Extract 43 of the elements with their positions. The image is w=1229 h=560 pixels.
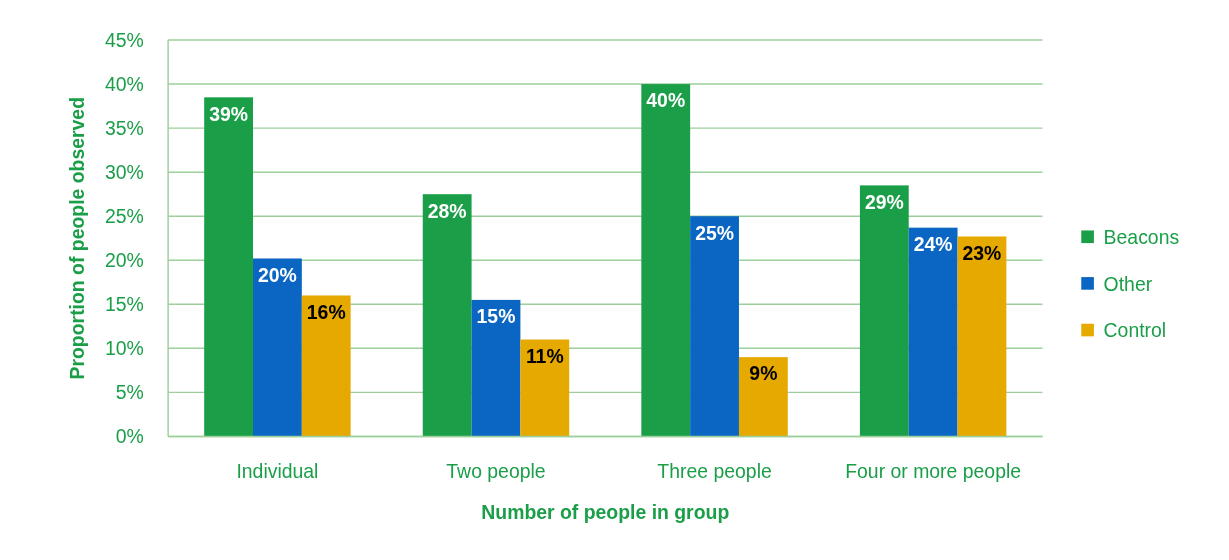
bar	[957, 236, 1007, 437]
y-tick-label: 20%	[105, 249, 144, 272]
bar	[301, 295, 351, 437]
data-label: 24%	[913, 232, 953, 255]
data-label: 28%	[427, 199, 467, 222]
y-tick-label: 45%	[105, 28, 144, 51]
bar	[471, 299, 521, 437]
legend-label: Beacons	[1103, 226, 1180, 249]
x-tick-label: Four or more people	[845, 460, 1022, 483]
y-tick-label: 5%	[115, 381, 144, 404]
y-tick-label: 15%	[105, 293, 144, 316]
bar	[641, 84, 691, 437]
y-tick-label: 0%	[115, 425, 144, 448]
legend-label: Control	[1103, 319, 1167, 342]
x-tick-label: Two people	[446, 460, 546, 483]
data-label: 20%	[257, 263, 297, 286]
bar	[204, 97, 254, 437]
bar	[253, 258, 302, 437]
bar	[859, 185, 909, 437]
data-label: 40%	[646, 89, 686, 112]
data-label: 9%	[749, 362, 778, 385]
data-label: 39%	[209, 102, 249, 125]
bar	[422, 194, 472, 437]
bar	[520, 339, 570, 437]
bar	[908, 227, 958, 437]
y-tick-label: 30%	[105, 160, 144, 183]
data-label: 29%	[864, 190, 904, 213]
bar	[690, 216, 739, 437]
data-label: 15%	[476, 305, 516, 328]
y-tick-label: 10%	[105, 337, 144, 360]
x-tick-label: Three people	[657, 460, 772, 483]
data-label: 23%	[962, 241, 1002, 264]
x-tick-label: Individual	[236, 460, 319, 483]
x-axis-title: Number of people in group	[481, 500, 730, 523]
data-label: 16%	[306, 300, 346, 323]
y-axis-title: Proportion of people observed	[65, 96, 88, 380]
data-label: 11%	[525, 344, 564, 367]
legend-label: Other	[1103, 272, 1153, 295]
data-label: 25%	[695, 221, 734, 244]
bar	[738, 357, 788, 437]
y-tick-label: 25%	[105, 205, 144, 228]
y-tick-label: 40%	[105, 72, 144, 95]
y-tick-label: 35%	[105, 116, 144, 139]
